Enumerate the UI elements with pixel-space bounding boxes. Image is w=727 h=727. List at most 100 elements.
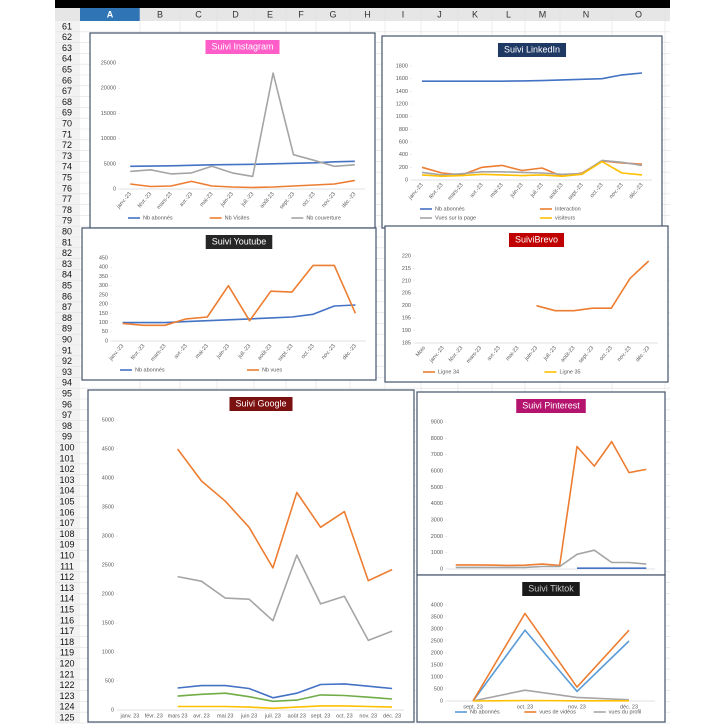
series-line [130, 160, 355, 168]
row-header: 88 [62, 313, 72, 323]
chart-title-box [205, 235, 273, 249]
y-tick-label: 350 [99, 274, 108, 280]
row-header: 85 [62, 280, 72, 290]
row-header: 91 [62, 345, 72, 355]
chart-frame [89, 32, 376, 229]
y-tick-label: 205 [402, 291, 411, 297]
column-header: H [364, 9, 371, 19]
column-header: N [583, 9, 590, 19]
row-header: 104 [59, 486, 74, 496]
y-tick-label: 3000 [431, 517, 443, 523]
y-tick-label: 1000 [396, 114, 408, 120]
chart-frame [381, 35, 663, 229]
y-tick-label: 1000 [102, 649, 114, 655]
row-header: 116 [60, 615, 74, 625]
row-header: 67 [62, 86, 72, 96]
y-tick-label: 250 [99, 292, 108, 298]
row-header: 119 [60, 648, 74, 658]
x-tick-label: nov. 23 [568, 704, 586, 710]
y-tick-label: 9000 [431, 419, 443, 425]
chart-frame [384, 225, 669, 383]
y-tick-label: 195 [402, 316, 411, 322]
chart-title: Suivi Youtube [212, 236, 267, 246]
row-header: 97 [62, 410, 72, 420]
row-header: 101 [59, 453, 74, 463]
y-tick-label: 20000 [101, 86, 116, 92]
series-line [472, 629, 630, 702]
chart-title: Suivi Pinterest [522, 400, 580, 410]
y-tick-label: 3500 [431, 614, 443, 620]
row-header: 63 [62, 43, 72, 53]
y-tick-label: 25000 [101, 60, 116, 66]
row-header: 110 [60, 550, 74, 560]
row-header: 70 [62, 118, 72, 128]
legend-label: Vues sur la page [435, 215, 476, 221]
series-line [472, 689, 630, 702]
y-tick-label: 4000 [102, 475, 114, 481]
y-tick-label: 185 [402, 340, 411, 346]
row-header: 68 [62, 97, 72, 107]
chart: Suivi LinkedIn 0 200 400 600 800 1000 1200 1400 1… [381, 35, 663, 229]
series-line [177, 554, 393, 642]
series-line [177, 692, 393, 703]
row-header: 106 [59, 507, 74, 517]
row-header: 87 [62, 302, 72, 312]
x-tick-label: sept. 23 [463, 704, 483, 710]
series-line [455, 549, 647, 569]
top-bar [55, 0, 670, 8]
y-tick-label: 5000 [431, 485, 443, 491]
legend-label: Nb vues [262, 367, 282, 373]
x-tick-label: mars 23 [168, 713, 188, 719]
legend-label: Nb abonnés [470, 709, 500, 715]
x-tick-label: juin 23 [240, 713, 257, 719]
row-header: 84 [62, 270, 72, 280]
row-header: 93 [62, 367, 72, 377]
row-header: 113 [60, 583, 74, 593]
row-header: 121 [59, 669, 74, 679]
row-header: 61 [62, 21, 72, 31]
row-header: 79 [62, 216, 72, 226]
row-header: 77 [62, 194, 72, 204]
row-header: 98 [62, 421, 72, 431]
chart-title-box [508, 233, 565, 247]
y-tick-label: 2500 [102, 562, 114, 568]
y-tick-label: 0 [405, 177, 408, 183]
column-header: O [635, 9, 642, 19]
y-tick-label: 1500 [431, 662, 443, 668]
series-line [421, 159, 643, 176]
y-tick-label: 220 [402, 253, 411, 259]
legend-label: Ligne 35 [560, 369, 581, 375]
y-tick-label: 1800 [396, 63, 408, 69]
y-tick-label: 15000 [101, 111, 116, 117]
y-tick-label: 2000 [431, 650, 443, 656]
y-tick-label: 0 [440, 566, 443, 572]
column-header: A [107, 9, 114, 19]
series-line [177, 683, 393, 699]
row-header: 90 [62, 334, 72, 344]
column-header: K [472, 9, 478, 19]
column-header: I [402, 9, 405, 19]
y-tick-label: 450 [99, 255, 108, 261]
row-header: 125 [59, 712, 74, 722]
chart-title: Suivi Google [235, 398, 286, 408]
row-header: 99 [62, 432, 72, 442]
y-tick-label: 1000 [431, 674, 443, 680]
x-tick-label: mai 23 [217, 713, 234, 719]
y-tick-label: 200 [402, 303, 411, 309]
row-header: 105 [59, 496, 74, 506]
row-header: 80 [62, 226, 72, 236]
y-tick-label: 1600 [396, 76, 408, 82]
chart-title-box [522, 582, 580, 596]
y-tick-label: 300 [99, 283, 108, 289]
series-line [130, 72, 355, 178]
row-header: 120 [59, 658, 74, 668]
column-header: E [267, 9, 273, 19]
column-header: M [539, 9, 547, 19]
x-tick-label: janv. 23 [119, 713, 139, 719]
chart-frame [87, 389, 415, 723]
row-header: 73 [62, 151, 72, 161]
row-header: 86 [62, 291, 72, 301]
chart-title: Suivi Instagram [211, 41, 273, 51]
chart-title: Suivi Tiktok [528, 583, 574, 593]
